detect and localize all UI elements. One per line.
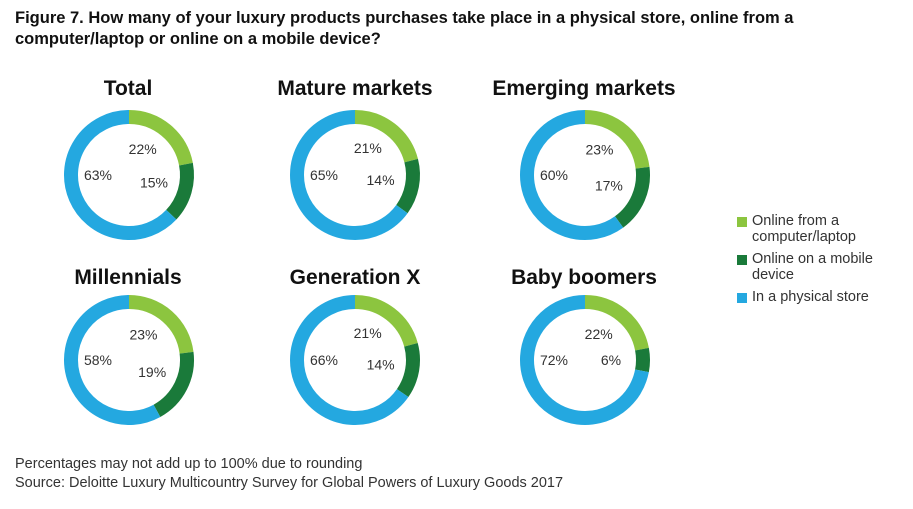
slice-baby-boomers-store bbox=[520, 295, 649, 425]
chart-title-millennials: Millennials bbox=[74, 266, 181, 289]
chart-title-total: Total bbox=[104, 77, 153, 100]
slice-label-emerging-markets-store: 60% bbox=[540, 167, 568, 183]
slice-generation-x-mobile bbox=[396, 343, 420, 398]
slice-label-generation-x-mobile: 14% bbox=[367, 356, 395, 372]
slice-total-computer bbox=[128, 110, 193, 166]
slice-mature-markets-mobile bbox=[396, 158, 420, 214]
legend-swatch-store bbox=[737, 293, 747, 303]
donut-generation-x: Generation X 21% 14% 66% bbox=[290, 266, 421, 425]
legend-swatch-mobile bbox=[737, 255, 747, 265]
slice-label-mature-markets-computer: 21% bbox=[354, 140, 382, 156]
chart-title-emerging-markets: Emerging markets bbox=[492, 77, 675, 100]
chart-title-generation-x: Generation X bbox=[290, 266, 421, 289]
legend-label-computer: Online from a computer/laptop bbox=[752, 213, 856, 245]
slice-label-baby-boomers-store: 72% bbox=[540, 352, 568, 368]
rounding-note: Percentages may not add up to 100% due t… bbox=[15, 456, 363, 472]
slice-label-total-computer: 22% bbox=[129, 141, 157, 157]
legend-item-computer: Online from a computer/laptop bbox=[737, 213, 907, 245]
slice-millennials-computer bbox=[128, 295, 194, 354]
slice-mature-markets-store bbox=[290, 110, 408, 240]
slice-generation-x-store bbox=[290, 295, 409, 425]
slice-generation-x-computer bbox=[354, 295, 418, 347]
donut-total: Total 22% 15% 63% bbox=[64, 77, 194, 240]
slice-emerging-markets-mobile bbox=[614, 166, 650, 228]
legend-item-store: In a physical store bbox=[737, 289, 907, 305]
footer: Percentages may not add up to 100% due t… bbox=[15, 455, 563, 493]
slice-label-emerging-markets-computer: 23% bbox=[585, 141, 613, 157]
legend-label-mobile: Online on a mobile device bbox=[752, 251, 873, 283]
slice-baby-boomers-computer bbox=[584, 295, 649, 351]
figure-title: Figure 7. How many of your luxury produc… bbox=[15, 9, 794, 48]
slice-label-generation-x-store: 66% bbox=[310, 352, 338, 368]
slice-label-total-mobile: 15% bbox=[140, 174, 168, 190]
slice-emerging-markets-computer bbox=[584, 110, 650, 169]
slice-mature-markets-computer bbox=[354, 110, 418, 163]
slice-label-millennials-mobile: 19% bbox=[138, 364, 166, 380]
slice-millennials-mobile bbox=[153, 351, 194, 417]
slice-label-millennials-store: 58% bbox=[84, 352, 112, 368]
slice-emerging-markets-store bbox=[520, 110, 624, 240]
slice-label-baby-boomers-computer: 22% bbox=[585, 326, 613, 342]
donut-millennials: Millennials 23% 19% 58% bbox=[64, 266, 194, 425]
chart-title-baby-boomers: Baby boomers bbox=[511, 266, 657, 289]
chart-title-mature-markets: Mature markets bbox=[277, 77, 432, 100]
slice-baby-boomers-mobile bbox=[635, 347, 650, 373]
slice-label-millennials-computer: 23% bbox=[129, 326, 157, 342]
donut-baby-boomers: Baby boomers 22% 6% 72% bbox=[511, 266, 657, 425]
slice-millennials-store bbox=[64, 295, 161, 425]
legend-swatch-computer bbox=[737, 217, 747, 227]
legend-label-store: In a physical store bbox=[752, 289, 869, 305]
slice-total-mobile bbox=[165, 162, 194, 220]
slice-label-total-store: 63% bbox=[84, 167, 112, 183]
slice-label-mature-markets-mobile: 14% bbox=[367, 172, 395, 188]
slice-label-mature-markets-store: 65% bbox=[310, 167, 338, 183]
donut-mature-markets: Mature markets 21% 14% 65% bbox=[277, 77, 433, 240]
legend: Online from a computer/laptop Online on … bbox=[737, 213, 907, 311]
donut-emerging-markets: Emerging markets 23% 17% 60% bbox=[492, 77, 676, 240]
slice-total-store bbox=[64, 110, 177, 240]
slice-label-generation-x-computer: 21% bbox=[354, 325, 382, 341]
slice-label-emerging-markets-mobile: 17% bbox=[595, 177, 623, 193]
legend-item-mobile: Online on a mobile device bbox=[737, 251, 907, 283]
slice-label-baby-boomers-mobile: 6% bbox=[601, 352, 621, 368]
source-note: Source: Deloitte Luxury Multicountry Sur… bbox=[15, 475, 564, 491]
